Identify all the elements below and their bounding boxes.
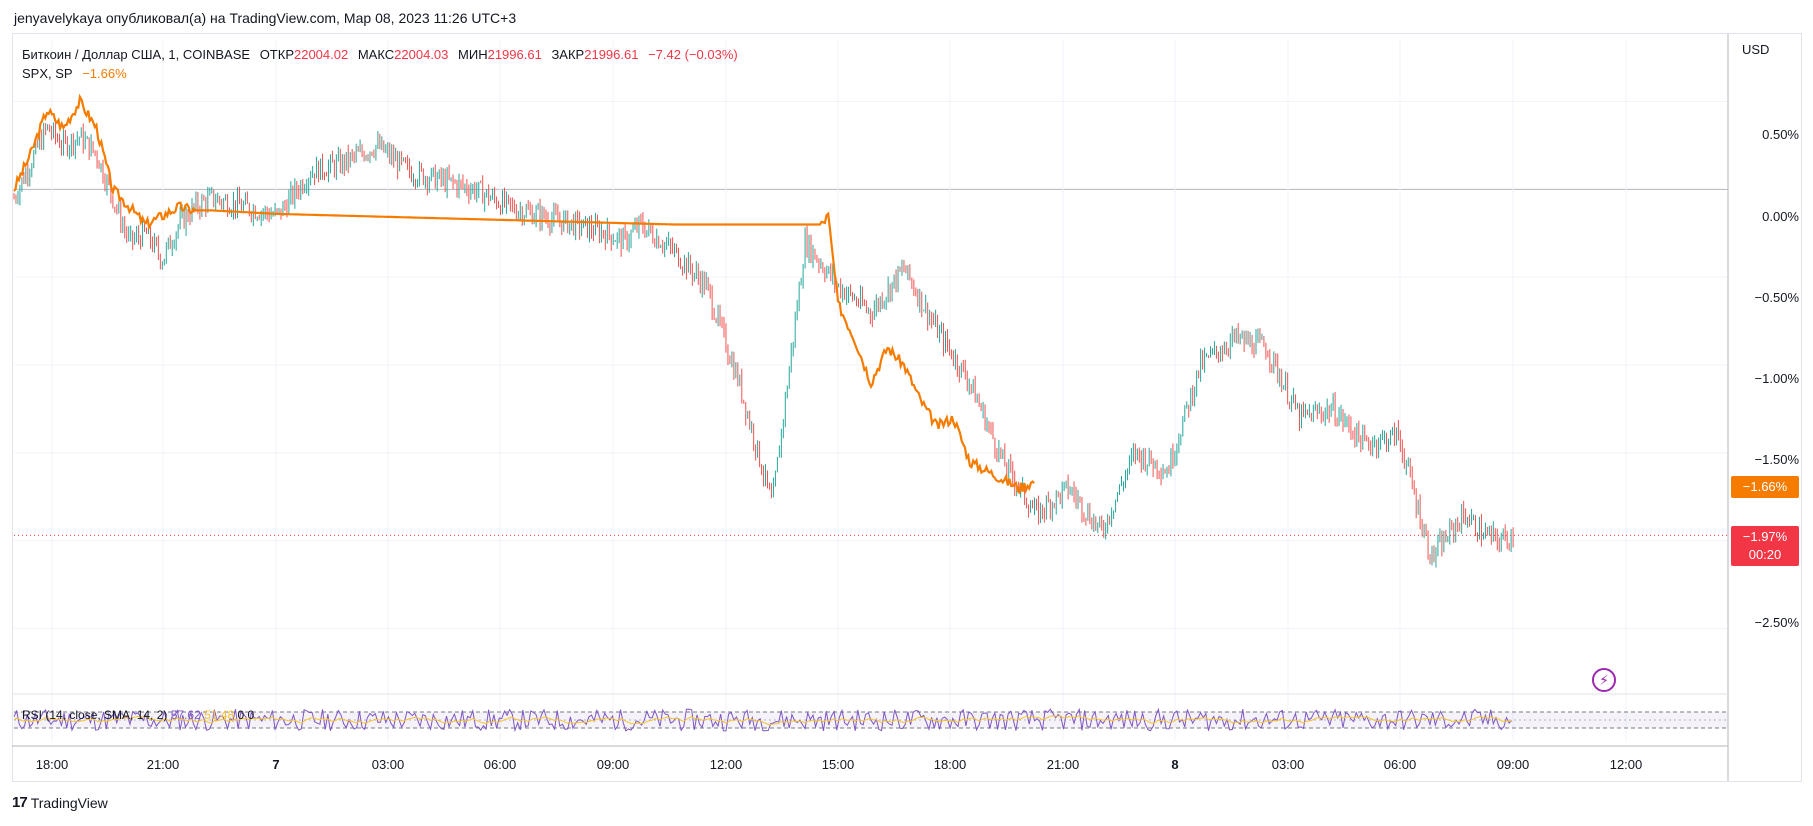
spx-price-tag: −1.66% xyxy=(1731,476,1799,498)
time-tick: 7 xyxy=(272,757,280,772)
legend-compare-symbol[interactable]: SPX, SP xyxy=(22,66,73,81)
time-tick: 21:00 xyxy=(146,757,180,772)
legend-high-label: МАКС xyxy=(357,47,395,62)
price-tick: −1.00% xyxy=(1754,371,1799,386)
rsi-zeros: 0 0 xyxy=(237,708,255,722)
publish-caption: jenyavelykaya опубликовал(а) на TradingV… xyxy=(14,10,517,26)
rsi-sma-line xyxy=(13,715,1512,725)
time-tick: 06:00 xyxy=(483,757,517,772)
currency-label[interactable]: USD xyxy=(1742,42,1770,57)
legend-close-label: ЗАКР xyxy=(551,47,585,62)
legend-compare-change: −1.66% xyxy=(82,66,127,81)
spx-series-line xyxy=(13,93,1035,495)
legend-change: −7.42 (−0.03%) xyxy=(648,47,738,62)
legend-open-value: 22004.02 xyxy=(293,47,349,62)
rsi-label: RSI (14, close, SMA, 14, 2) xyxy=(22,708,168,722)
legend-open-label: ОТКР xyxy=(259,47,294,62)
price-tick: −0.50% xyxy=(1754,290,1799,305)
time-tick: 06:00 xyxy=(1383,757,1417,772)
time-tick: 15:00 xyxy=(821,757,855,772)
rsi-line xyxy=(13,707,1513,733)
price-tick: −2.50% xyxy=(1754,615,1799,630)
legend-high-value: 22004.03 xyxy=(394,47,449,62)
time-tick: 18:00 xyxy=(35,757,69,772)
time-tick: 21:00 xyxy=(1046,757,1080,772)
legend-symbol[interactable]: Биткоин / Доллар США, 1, COINBASE xyxy=(22,47,251,62)
time-tick: 12:00 xyxy=(1609,757,1643,772)
time-tick: 09:00 xyxy=(596,757,630,772)
legend-low-value: 21996.61 xyxy=(487,47,542,62)
price-tick: −1.50% xyxy=(1754,452,1799,467)
rsi-pane xyxy=(13,707,1728,733)
tradingview-logo-icon: 17 xyxy=(12,794,28,811)
time-tick: 18:00 xyxy=(933,757,967,772)
lightning-icon[interactable]: ⚡ xyxy=(1592,668,1616,692)
legend-low-label: МИН xyxy=(458,47,488,62)
time-tick: 09:00 xyxy=(1496,757,1530,772)
spx-line xyxy=(13,93,1035,495)
grid-lines xyxy=(14,40,1728,740)
rsi-legend[interactable]: RSI (14, close, SMA, 14, 2) 57.62 51.48 … xyxy=(22,708,254,722)
btc-price-tag-value: −1.97% xyxy=(1742,529,1788,544)
chart-frame xyxy=(12,33,1802,782)
time-tick: 03:00 xyxy=(371,757,405,772)
brand-name: TradingView xyxy=(30,794,108,811)
price-tick: 0.50% xyxy=(1762,127,1799,142)
bar-countdown: 00:20 xyxy=(1748,547,1782,562)
btc-price-tag: −1.97% 00:20 xyxy=(1731,526,1799,566)
legend-row-spx[interactable]: SPX, SP −1.66% xyxy=(22,64,744,83)
rsi-value: 57.62 xyxy=(170,708,201,722)
footer-brand[interactable]: 17 TradingView xyxy=(12,794,108,811)
btc-candles xyxy=(13,121,1514,568)
time-tick: 03:00 xyxy=(1271,757,1305,772)
time-tick: 12:00 xyxy=(709,757,743,772)
price-tick: 0.00% xyxy=(1762,209,1799,224)
axes xyxy=(12,34,1729,781)
rsi-sma-value: 51.48 xyxy=(204,708,235,722)
time-tick: 8 xyxy=(1171,757,1179,772)
main-legend: Биткоин / Доллар США, 1, COINBASE ОТКР22… xyxy=(22,45,744,83)
legend-close-value: 21996.61 xyxy=(584,47,639,62)
legend-row-btc[interactable]: Биткоин / Доллар США, 1, COINBASE ОТКР22… xyxy=(22,45,744,64)
